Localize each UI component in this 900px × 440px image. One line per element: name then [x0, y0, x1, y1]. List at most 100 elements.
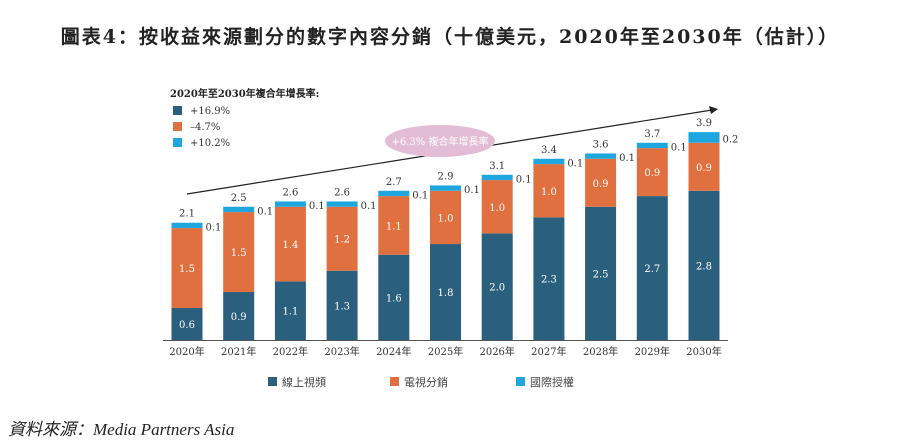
bar-value-label: 0.9 — [593, 179, 609, 190]
bar-total-label: 3.1 — [489, 161, 505, 172]
bar-value-label: 1.2 — [334, 235, 350, 246]
x-tick-label: 2021年 — [221, 345, 256, 358]
bar-segment — [223, 292, 255, 340]
bar-segment — [171, 308, 203, 340]
bar-segment — [481, 233, 513, 340]
bar-total-label: 2.7 — [386, 177, 402, 188]
bar-segment — [585, 158, 617, 207]
bar-value-label: 0.1 — [567, 158, 583, 169]
cagr-legend-value: +16.9% — [190, 106, 230, 117]
bar-segment — [430, 185, 461, 191]
bar-value-label: 1.0 — [438, 213, 454, 224]
bar-segment — [326, 270, 358, 340]
bar-segment — [636, 148, 668, 197]
bar-value-label: 1.8 — [438, 288, 454, 299]
bar-value-label: 0.1 — [671, 142, 687, 153]
bar-total-label: 2.6 — [334, 187, 350, 198]
bar-segment — [688, 132, 720, 143]
bar-segment — [326, 206, 358, 271]
bar-value-label: 0.9 — [644, 168, 660, 179]
bar-segment — [636, 196, 668, 340]
trend-arrow-head — [709, 106, 718, 114]
bar-segment — [171, 228, 203, 309]
x-tick-label: 2026年 — [479, 345, 514, 358]
bar-value-label: 0.6 — [179, 320, 195, 331]
bar-segment — [636, 142, 668, 149]
bar-segment — [688, 142, 720, 191]
bar-value-label: 1.4 — [282, 240, 298, 251]
bar-total-label: 2.5 — [231, 193, 247, 204]
x-tick-label: 2020年 — [169, 345, 204, 358]
bar-total-label: 3.6 — [593, 139, 609, 150]
bar-total-label: 2.9 — [438, 171, 454, 182]
bar-segment — [533, 217, 565, 340]
legend-swatch — [390, 377, 399, 386]
bar-value-label: 1.5 — [231, 248, 247, 259]
bar-segment — [223, 206, 255, 213]
bar-segment — [585, 153, 617, 159]
legend-swatch — [268, 377, 277, 386]
bar-total-label: 3.4 — [541, 145, 557, 156]
bar-total-label: 2.1 — [179, 209, 195, 220]
bar-segment — [274, 201, 306, 207]
x-tick-label: 2027年 — [531, 345, 566, 358]
bar-value-label: 2.0 — [489, 283, 505, 294]
bar-value-label: 0.1 — [619, 153, 635, 164]
x-tick-label: 2022年 — [273, 345, 308, 358]
bar-value-label: 0.1 — [412, 190, 428, 201]
cagr-legend-swatch — [173, 122, 182, 131]
bar-value-label: 2.5 — [593, 269, 609, 280]
bar-segment — [585, 206, 617, 340]
bar-segment — [688, 190, 720, 340]
bar-total-label: 3.7 — [644, 129, 660, 140]
bar-segment — [481, 180, 513, 234]
x-tick-label: 2029年 — [635, 345, 670, 358]
bar-segment — [171, 222, 203, 229]
bar-value-label: 0.9 — [231, 312, 247, 323]
bar-value-label: 0.1 — [464, 185, 480, 196]
bar-value-label: 0.1 — [309, 201, 325, 212]
bar-segment — [481, 174, 513, 181]
cagr-bubble-label: +6.3% 複合年增長率 — [392, 135, 489, 148]
bar-segment — [378, 254, 410, 340]
bar-value-label: 1.5 — [179, 264, 195, 275]
legend-label: 線上視頻 — [282, 375, 326, 389]
bar-value-label: 0.1 — [206, 222, 222, 233]
legend-swatch — [516, 377, 525, 386]
source-note: 資料來源：Media Partners Asia — [8, 420, 235, 439]
bar-value-label: 1.1 — [282, 307, 298, 318]
bar-value-label: 0.1 — [257, 206, 273, 217]
bar-segment — [223, 212, 255, 293]
x-tick-label: 2023年 — [324, 345, 359, 358]
bar-value-label: 1.0 — [489, 203, 505, 214]
bar-segment — [274, 206, 306, 282]
bar-value-label: 1.6 — [386, 293, 402, 304]
bar-value-label: 0.9 — [696, 163, 712, 174]
cagr-bubble — [385, 125, 495, 157]
legend-label: 國際授權 — [530, 375, 574, 389]
bar-value-label: 2.8 — [696, 261, 712, 272]
bar-total-label: 3.9 — [696, 118, 712, 129]
cagr-legend-value: –4.7% — [190, 122, 220, 133]
cagr-legend-title: 2020年至2030年複合年增長率: — [170, 87, 319, 100]
cagr-legend-swatch — [173, 106, 182, 115]
bar-value-label: 2.7 — [644, 264, 660, 275]
bar-segment — [378, 190, 410, 197]
bar-value-label: 0.2 — [723, 134, 739, 145]
chart-title: 圖表4：按收益來源劃分的數字內容分銷（十億美元，2020年至2030年（估計）） — [60, 26, 840, 48]
bar-total-label: 2.6 — [282, 187, 298, 198]
bar-value-label: 0.1 — [361, 201, 377, 212]
cagr-legend-value: +10.2% — [190, 138, 230, 149]
bar-value-label: 1.1 — [386, 221, 402, 232]
cagr-legend-swatch — [173, 138, 182, 147]
bar-segment — [533, 158, 565, 165]
bar-segment — [326, 201, 358, 207]
legend-label: 電視分銷 — [404, 375, 448, 389]
bar-segment — [274, 281, 306, 340]
bar-value-label: 2.3 — [541, 275, 557, 286]
bar-value-label: 0.1 — [516, 174, 532, 185]
bar-value-label: 1.0 — [541, 187, 557, 198]
bar-segment — [430, 190, 461, 245]
x-tick-label: 2030年 — [686, 345, 721, 358]
